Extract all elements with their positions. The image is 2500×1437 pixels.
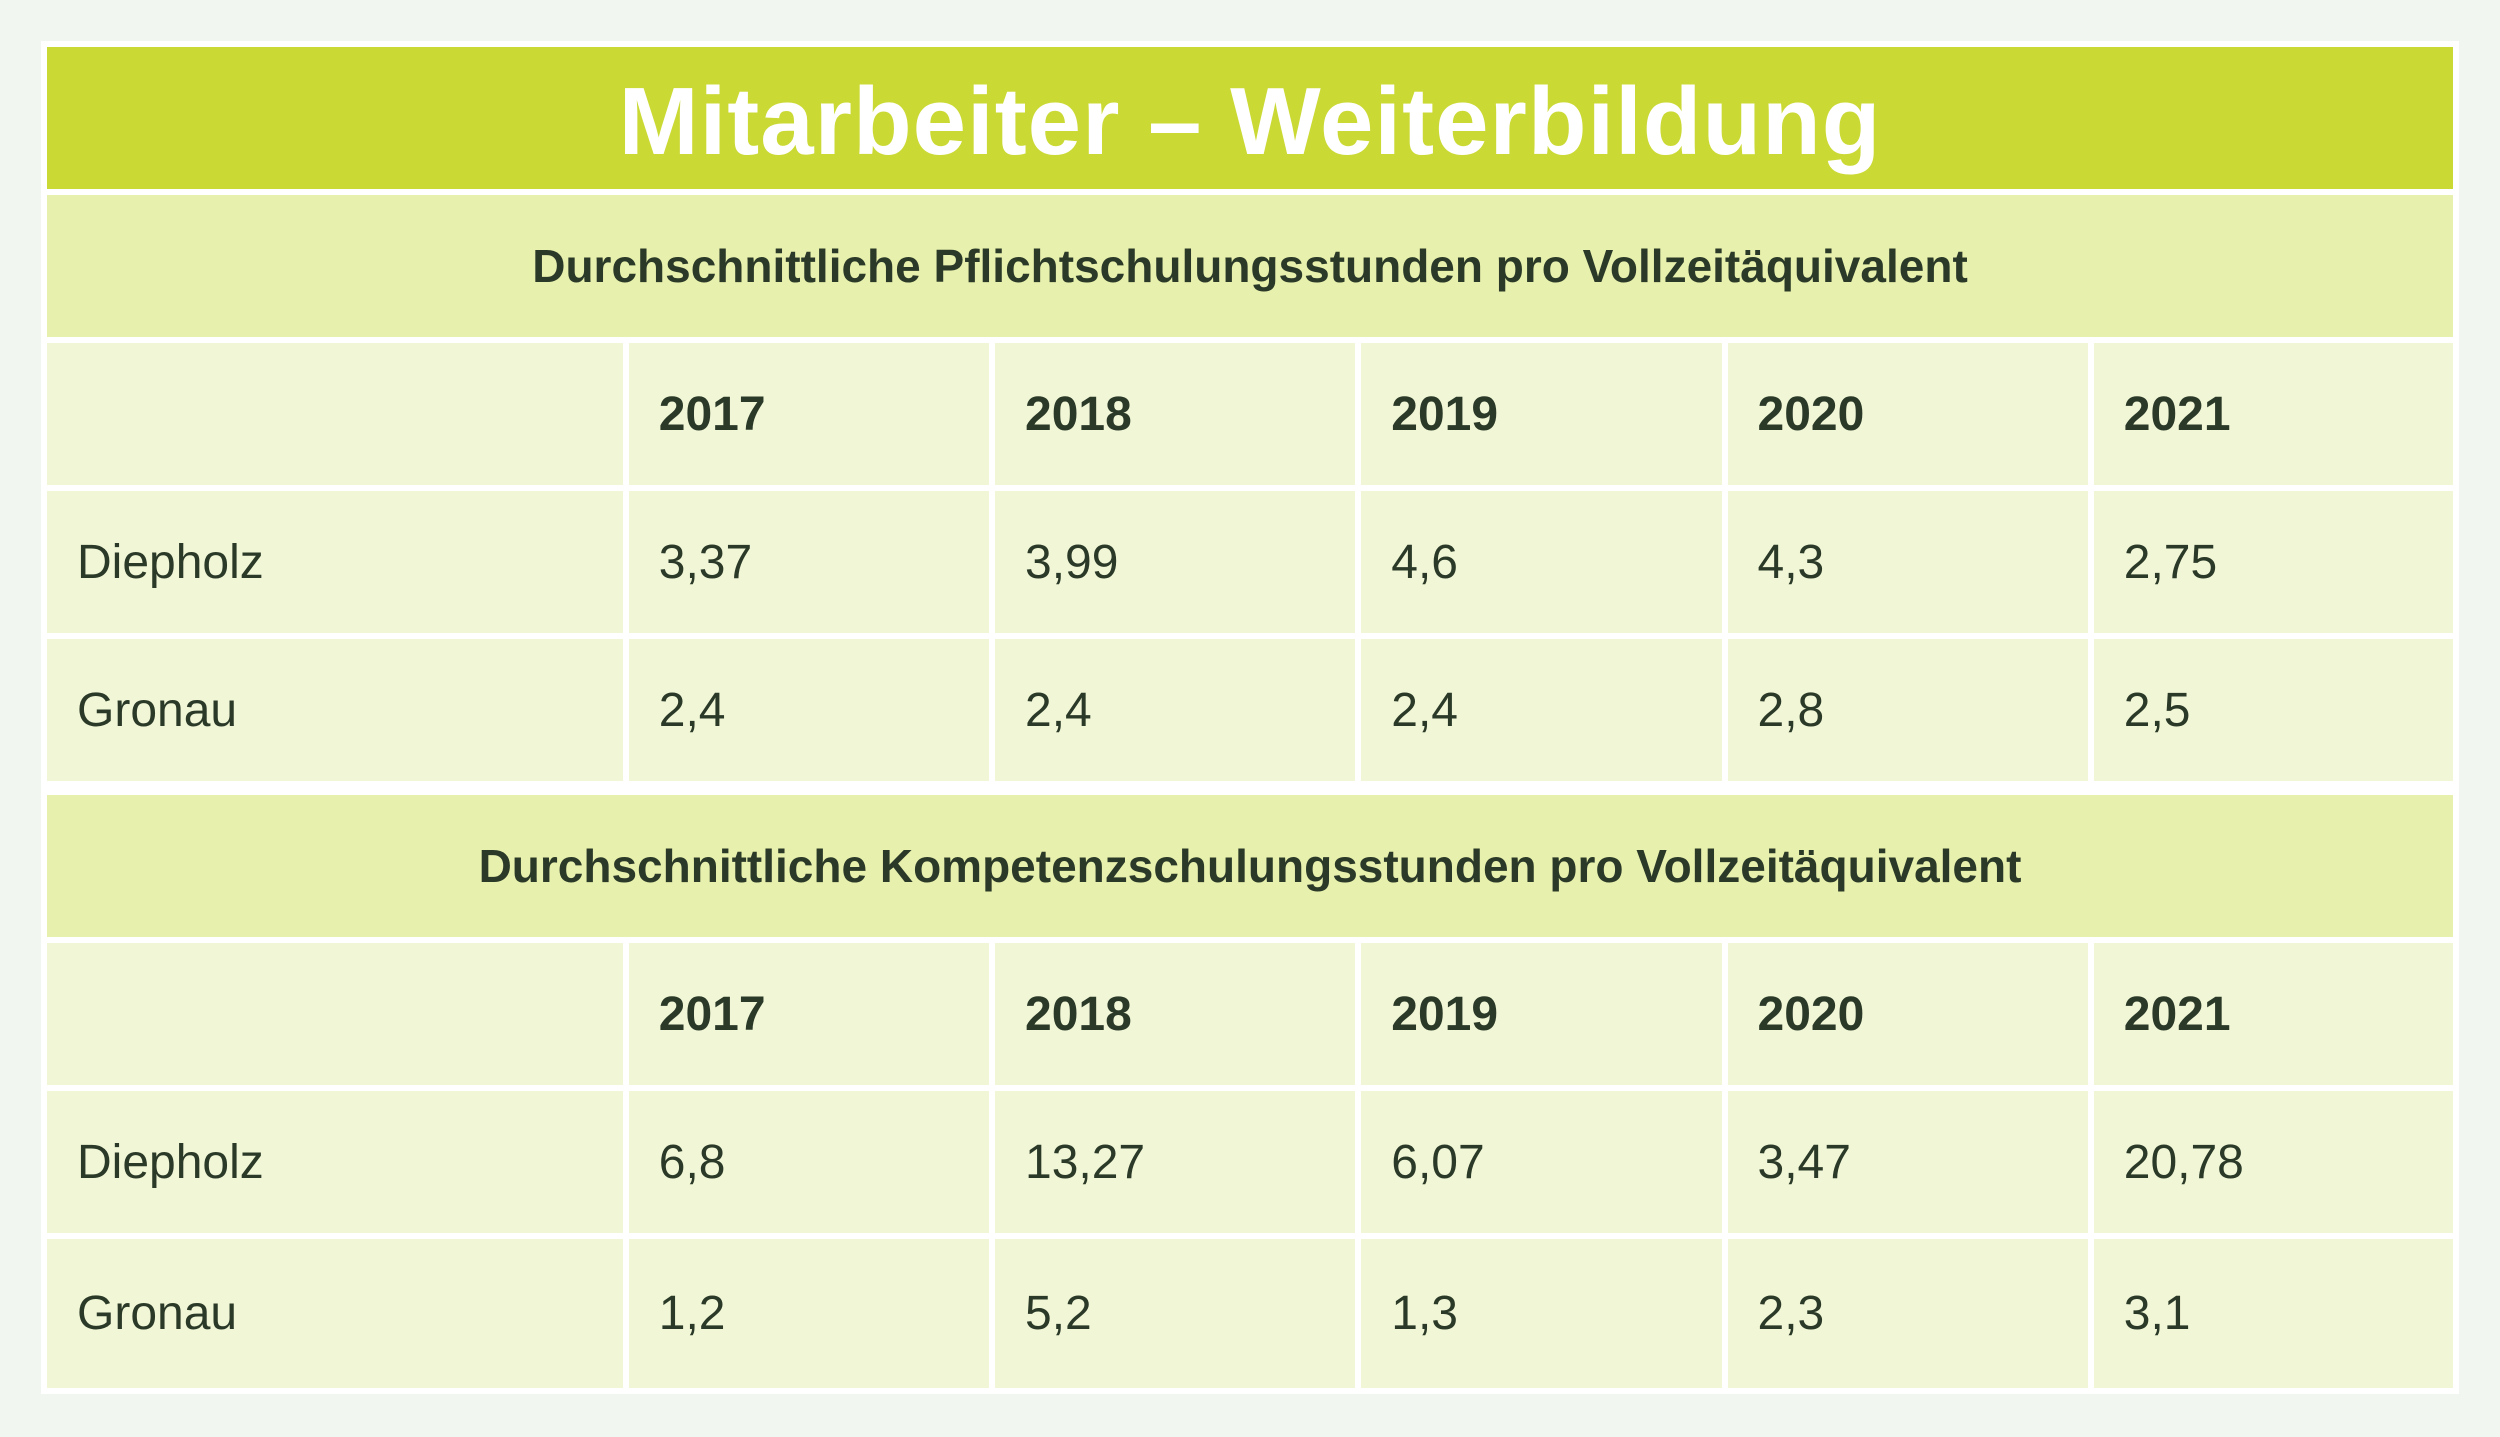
year-header: 2019 — [1361, 343, 1722, 485]
table-cell: 2,4 — [1361, 639, 1722, 781]
table-cell: 2,4 — [628, 639, 989, 781]
section-heading-kompetenz: Durchschnittliche Kompetenzschulungsstun… — [47, 795, 2453, 937]
table-row: Diepholz 3,37 3,99 4,6 4,3 2,75 — [47, 491, 2453, 633]
table-header-row: 2017 2018 2019 2020 2021 — [47, 943, 2453, 1085]
year-header: 2017 — [628, 343, 989, 485]
year-header: 2020 — [1727, 943, 2088, 1085]
page-title: Mitarbeiter – Weiterbildung — [618, 68, 1882, 175]
year-header: 2019 — [1361, 943, 1722, 1085]
table-row: Gronau 1,2 5,2 1,3 2,3 3,1 — [47, 1239, 2453, 1388]
table-cell: 6,07 — [1361, 1091, 1722, 1233]
table-header-row: 2017 2018 2019 2020 2021 — [47, 343, 2453, 485]
year-header: 2020 — [1727, 343, 2088, 485]
header-empty-cell — [47, 943, 623, 1085]
header-empty-cell — [47, 343, 623, 485]
table-cell: 2,4 — [995, 639, 1356, 781]
table-cell: 5,2 — [995, 1239, 1356, 1388]
table-cell: 4,3 — [1727, 491, 2088, 633]
title-bar: Mitarbeiter – Weiterbildung — [47, 47, 2453, 189]
table-cell: 3,47 — [1727, 1091, 2088, 1233]
section-heading-text: Durchschnittliche Pflichtschulungsstunde… — [532, 240, 1968, 292]
table-cell: 1,3 — [1361, 1239, 1722, 1388]
section-heading-text: Durchschnittliche Kompetenzschulungsstun… — [478, 840, 2022, 892]
year-header: 2017 — [628, 943, 989, 1085]
row-label: Gronau — [47, 1239, 623, 1388]
table-cell: 2,3 — [1727, 1239, 2088, 1388]
year-header: 2021 — [2093, 943, 2453, 1085]
table-cell: 2,5 — [2093, 639, 2453, 781]
table-cell: 3,99 — [995, 491, 1356, 633]
table-row: Diepholz 6,8 13,27 6,07 3,47 20,78 — [47, 1091, 2453, 1233]
year-header: 2018 — [995, 943, 1356, 1085]
table-panel: Mitarbeiter – Weiterbildung Durchschnitt… — [41, 41, 2459, 1394]
table-cell: 1,2 — [628, 1239, 989, 1388]
row-label: Gronau — [47, 639, 623, 781]
table-row: Gronau 2,4 2,4 2,4 2,8 2,5 — [47, 639, 2453, 781]
table-cell: 13,27 — [995, 1091, 1356, 1233]
table-cell: 20,78 — [2093, 1091, 2453, 1233]
year-header: 2021 — [2093, 343, 2453, 485]
table-cell: 2,75 — [2093, 491, 2453, 633]
table-cell: 6,8 — [628, 1091, 989, 1233]
table-cell: 3,1 — [2093, 1239, 2453, 1388]
row-label: Diepholz — [47, 1091, 623, 1233]
table-cell: 4,6 — [1361, 491, 1722, 633]
row-label: Diepholz — [47, 491, 623, 633]
year-header: 2018 — [995, 343, 1356, 485]
section-heading-pflicht: Durchschnittliche Pflichtschulungsstunde… — [47, 195, 2453, 337]
table-cell: 3,37 — [628, 491, 989, 633]
table-cell: 2,8 — [1727, 639, 2088, 781]
